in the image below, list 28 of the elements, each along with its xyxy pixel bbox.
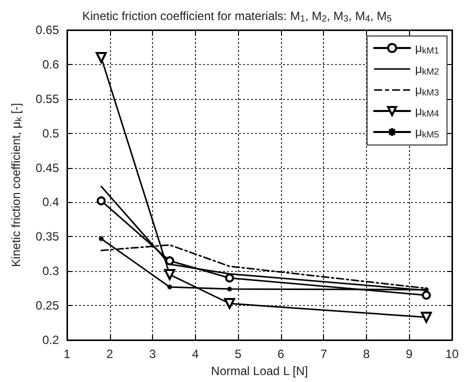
y-tick-label: 0.4 — [42, 195, 60, 210]
y-tick-label: 0.35 — [36, 230, 60, 244]
x-tick-label: 6 — [278, 347, 285, 361]
legend-label: μkM5 — [415, 125, 440, 140]
legend-label: μkM2 — [415, 62, 440, 76]
y-tick-label: 0.45 — [36, 160, 60, 175]
x-tick-label: 9 — [406, 347, 413, 361]
x-axis-title: Normal Load L [N] — [211, 364, 308, 378]
y-axis-title: Kinetic friction coefficient, μk [-] — [9, 103, 24, 267]
legend-label: μkM3 — [415, 83, 440, 98]
y-tick-label: 0.55 — [36, 92, 60, 106]
x-tick-label: 3 — [149, 347, 156, 361]
x-tick-label: 10 — [445, 347, 459, 361]
legend-label: μkM4 — [415, 104, 440, 118]
y-tick-label: 0.6 — [42, 57, 60, 72]
x-tick-label: 8 — [363, 347, 370, 361]
x-tick-label: 1 — [64, 347, 71, 361]
y-tick-label: 0.25 — [36, 298, 60, 313]
x-tick-label: 2 — [106, 347, 114, 361]
legend-label: μkM1 — [415, 41, 440, 56]
x-tick-label: 5 — [234, 347, 242, 361]
x-tick-label: 4 — [192, 347, 199, 361]
y-tick-label: 0.5 — [42, 126, 60, 140]
y-tick-label: 0.65 — [36, 23, 60, 37]
chart-title: Kinetic friction coefficient for materials: M1, M2, M3, M4, M5 — [82, 9, 392, 24]
y-tick-label: 0.3 — [42, 264, 60, 278]
y-tick-label: 0.2 — [42, 333, 60, 347]
x-tick-label: 7 — [320, 347, 328, 361]
